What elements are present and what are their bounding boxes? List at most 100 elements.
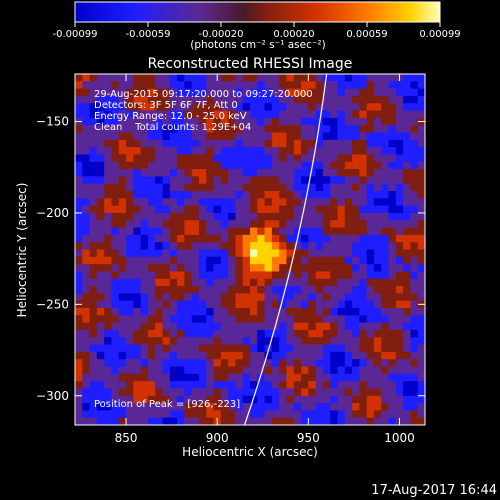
heatmap-cell	[344, 351, 353, 360]
heatmap-cell	[126, 381, 134, 390]
heatmap-cell	[264, 147, 273, 156]
heatmap-cell	[315, 176, 324, 185]
heatmap-cell	[366, 271, 375, 280]
heatmap-cell	[198, 191, 207, 199]
heatmap-cell	[381, 264, 390, 273]
heatmap-cell	[177, 373, 185, 382]
heatmap-cell	[322, 227, 331, 236]
heatmap-cell	[279, 249, 288, 258]
heatmap-cell	[344, 308, 353, 316]
heatmap-cell	[403, 117, 412, 126]
heatmap-cell	[366, 373, 375, 382]
heatmap-cell	[395, 88, 404, 97]
heatmap-cell	[403, 410, 412, 419]
heatmap-cell	[82, 205, 91, 214]
heatmap-cell	[279, 169, 288, 177]
heatmap-cell	[147, 154, 156, 163]
heatmap-cell	[118, 125, 127, 134]
heatmap-cell	[315, 95, 324, 104]
heatmap-cell	[388, 74, 397, 82]
heatmap-cell	[235, 286, 244, 294]
heatmap-cell	[279, 205, 288, 214]
heatmap-cell	[271, 286, 280, 294]
heatmap-cell	[140, 256, 149, 265]
heatmap-cell	[373, 147, 382, 156]
heatmap-cell	[104, 249, 113, 258]
heatmap-cell	[177, 249, 185, 258]
heatmap-cell	[140, 205, 149, 214]
heatmap-cell	[118, 161, 127, 170]
heatmap-cell	[264, 388, 273, 397]
heatmap-cell	[293, 315, 302, 324]
heatmap-cell	[352, 381, 360, 390]
heatmap-cell	[82, 154, 91, 163]
heatmap-cell	[308, 227, 317, 236]
heatmap-cell	[279, 198, 288, 207]
heatmap-cell	[293, 351, 302, 360]
heatmap-cell	[337, 183, 346, 192]
heatmap-cell	[366, 403, 375, 411]
heatmap-cell	[104, 271, 113, 280]
heatmap-cell	[330, 205, 339, 214]
heatmap-cell	[126, 366, 134, 375]
heatmap-cell	[228, 337, 237, 346]
heatmap-cell	[213, 315, 222, 324]
heatmap-cell	[89, 205, 98, 214]
heatmap-cell	[388, 103, 397, 112]
heatmap-cell	[315, 147, 324, 156]
heatmap-cell	[191, 256, 200, 265]
heatmap-cell	[133, 359, 142, 368]
heatmap-cell	[89, 388, 98, 397]
heatmap-cell	[169, 110, 178, 119]
heatmap-cell	[140, 234, 149, 243]
heatmap-cell	[373, 381, 382, 390]
heatmap-cell	[359, 395, 368, 404]
heatmap-cell	[301, 366, 309, 375]
heatmap-cell	[126, 315, 134, 324]
heatmap-cell	[198, 198, 207, 207]
heatmap-cell	[264, 227, 273, 236]
heatmap-cell	[191, 381, 200, 390]
heatmap-cell	[322, 198, 331, 207]
heatmap-cell	[366, 103, 375, 112]
heatmap-cell	[242, 212, 251, 221]
heatmap-cell	[111, 373, 120, 382]
heatmap-cell	[257, 315, 266, 324]
heatmap-cell	[301, 286, 309, 294]
heatmap-cell	[191, 351, 200, 360]
heatmap-cell	[133, 132, 142, 141]
heatmap-cell	[381, 286, 390, 294]
heatmap-cell	[395, 329, 404, 338]
heatmap-cell	[118, 366, 127, 375]
heatmap-cell	[184, 176, 193, 185]
heatmap-cell	[395, 322, 404, 331]
heatmap-cell	[126, 286, 134, 294]
heatmap-cell	[126, 154, 134, 163]
heatmap-cell	[140, 183, 149, 192]
heatmap-cell	[191, 139, 200, 148]
heatmap-cell	[286, 308, 295, 316]
y-tick-label: −200	[36, 206, 69, 220]
heatmap-cell	[359, 249, 368, 258]
heatmap-cell	[257, 198, 266, 207]
x-tick-label: 850	[115, 431, 138, 445]
heatmap-cell	[133, 212, 142, 221]
heatmap-cell	[198, 169, 207, 177]
heatmap-cell	[198, 132, 207, 141]
heatmap-cell	[242, 169, 251, 177]
heatmap-cell	[140, 308, 149, 316]
heatmap-cell	[279, 322, 288, 331]
heatmap-cell	[147, 161, 156, 170]
heatmap-cell	[250, 95, 258, 104]
heatmap-cell	[315, 381, 324, 390]
heatmap-cell	[169, 308, 178, 316]
heatmap-cell	[104, 110, 113, 119]
heatmap-cell	[388, 249, 397, 258]
heatmap-cell	[162, 315, 171, 324]
heatmap-cell	[381, 81, 390, 90]
heatmap-cell	[213, 388, 222, 397]
heatmap-cell	[366, 125, 375, 134]
heatmap-cell	[220, 242, 229, 251]
heatmap-cell	[75, 359, 83, 368]
heatmap-cell	[271, 103, 280, 112]
